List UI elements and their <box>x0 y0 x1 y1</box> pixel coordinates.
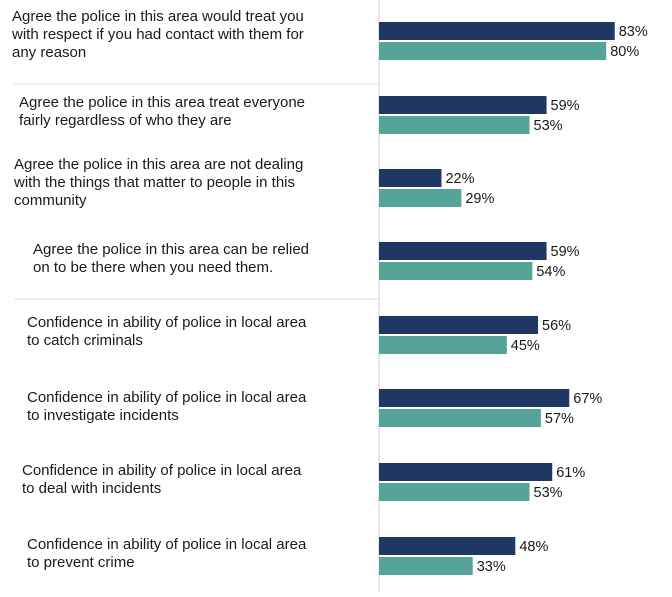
category-label-line: Agree the police in this area are not de… <box>14 156 304 173</box>
category-label: Confidence in ability of police in local… <box>27 536 306 572</box>
category-label: Agree the police in this area treat ever… <box>19 94 305 130</box>
bar-series-1 <box>379 96 547 114</box>
data-label: 67% <box>573 391 602 407</box>
category-label: Confidence in ability of police in local… <box>22 462 301 498</box>
category-label-line: Agree the police in this area can be rel… <box>33 241 310 258</box>
category-label: Agree the police in this area can be rel… <box>33 241 309 277</box>
category-label-line: Confidence in ability of police in local… <box>27 389 307 406</box>
category-label-line: to catch criminals <box>27 332 143 349</box>
category-label: Agree the police in this area would trea… <box>12 8 304 62</box>
data-label: 80% <box>610 44 639 60</box>
data-label: 57% <box>545 411 574 427</box>
category-label-line: any reason <box>12 44 87 61</box>
bar-series-2 <box>379 262 533 280</box>
bar-series-1 <box>379 242 547 260</box>
bar-series-2 <box>379 42 607 60</box>
data-label: 53% <box>534 118 563 134</box>
bar-series-2 <box>379 409 541 427</box>
data-label: 83% <box>619 24 648 40</box>
bar-series-2 <box>379 189 462 207</box>
data-label: 56% <box>542 318 571 334</box>
category-label-line: on to be there when you need them. <box>33 259 274 276</box>
bar-series-1 <box>379 169 442 187</box>
category-label-line: community <box>14 192 87 209</box>
category-label: Confidence in ability of police in local… <box>27 389 306 425</box>
category-label-line: to deal with incidents <box>22 480 162 497</box>
data-label: 22% <box>445 171 474 187</box>
data-label: 61% <box>556 465 585 481</box>
category-label-line: Confidence in ability of police in local… <box>27 314 307 331</box>
data-label: 48% <box>519 539 548 555</box>
bar-series-1 <box>379 463 553 481</box>
category-label-line: Confidence in ability of police in local… <box>22 462 302 479</box>
data-label: 54% <box>536 264 565 280</box>
data-label: 33% <box>477 559 506 575</box>
category-label-line: Agree the police in this area treat ever… <box>19 94 306 111</box>
category-label-line: Agree the police in this area would trea… <box>12 8 304 25</box>
category-label-line: to prevent crime <box>27 554 135 571</box>
category-label-line: with the things that matter to people in… <box>14 174 295 191</box>
category-label: Agree the police in this area are not de… <box>14 156 303 210</box>
bar-series-1 <box>379 537 516 555</box>
bar-series-2 <box>379 336 507 354</box>
category-label-line: to investigate incidents <box>27 407 179 424</box>
bar-series-2 <box>379 557 473 575</box>
data-label: 29% <box>465 191 494 207</box>
data-label: 45% <box>511 338 540 354</box>
category-label-line: with respect if you had contact with the… <box>12 26 304 43</box>
data-label: 59% <box>551 244 580 260</box>
category-label: Confidence in ability of police in local… <box>27 314 306 350</box>
bar-series-1 <box>379 22 615 40</box>
bar-series-2 <box>379 116 530 134</box>
bar-series-1 <box>379 389 570 407</box>
data-label: 59% <box>551 98 580 114</box>
category-label-line: Confidence in ability of police in local… <box>27 536 307 553</box>
bar-series-1 <box>379 316 539 334</box>
bar-series-2 <box>379 483 530 501</box>
data-label: 53% <box>534 485 563 501</box>
category-label-line: fairly regardless of who they are <box>19 112 232 129</box>
